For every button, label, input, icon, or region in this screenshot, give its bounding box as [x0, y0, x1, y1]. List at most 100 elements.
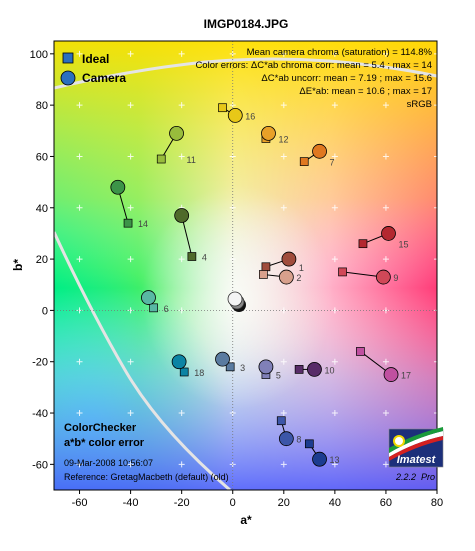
stat-line-1: Mean camera chroma (saturation) = 114.8% — [247, 47, 433, 58]
y-tick-label: -20 — [32, 357, 48, 369]
imatest-logo: Imatest 2.2.2 Pro — [388, 427, 444, 482]
grid-mark — [76, 410, 83, 417]
patch-1-camera — [281, 251, 297, 267]
patch-3-label: 3 — [240, 363, 245, 373]
x-tick-label: -60 — [72, 497, 88, 509]
grid-mark — [178, 50, 185, 57]
grid-mark — [331, 50, 338, 57]
patch-5-label: 5 — [276, 371, 281, 381]
patch-1-label: 1 — [299, 263, 304, 273]
patch-2-camera — [278, 269, 294, 285]
grid-mark — [280, 358, 287, 365]
x-tick-label: 20 — [278, 497, 290, 509]
grid-mark — [434, 102, 437, 109]
logo-text: Imatest — [397, 454, 437, 466]
grid-mark — [434, 153, 437, 160]
grid-mark — [76, 102, 83, 109]
legend-camera-label: Camera — [82, 71, 126, 85]
grid-mark — [331, 204, 338, 211]
chart-title: IMGP0184.JPG — [204, 17, 289, 31]
patch-14-camera — [110, 179, 126, 195]
patch-18-camera — [171, 354, 187, 370]
grid-mark — [178, 410, 185, 417]
patch-9-label: 9 — [393, 273, 398, 283]
x-axis-label: a* — [240, 513, 252, 527]
center-lines — [54, 41, 437, 490]
y-tick-label: 80 — [36, 100, 48, 112]
grid-mark — [331, 461, 338, 468]
info-reference: Reference: GretagMacbeth (default) (old) — [64, 472, 229, 482]
grid-mark — [127, 102, 134, 109]
grid-mark — [127, 153, 134, 160]
patch-13-label: 13 — [330, 455, 340, 465]
info-date: 09-Mar-2008 10:56:07 — [64, 458, 153, 468]
grid-mark — [434, 256, 437, 263]
y-tick-label: 40 — [36, 203, 48, 215]
grid-mark — [280, 153, 287, 160]
patch-10-label: 10 — [324, 365, 334, 375]
grid-mark — [382, 358, 389, 365]
patch-3-ideal — [225, 362, 235, 372]
x-tick-label: 0 — [230, 497, 236, 509]
y-tick-label: 60 — [36, 151, 48, 163]
y-tick-label: 0 — [42, 305, 48, 317]
x-tick-label: 60 — [380, 497, 392, 509]
patch-11-ideal — [156, 154, 166, 164]
grid-mark — [382, 102, 389, 109]
grid-mark — [178, 153, 185, 160]
x-tick-label: -40 — [123, 497, 139, 509]
info-line-1: ColorChecker — [64, 422, 137, 434]
grid-mark — [331, 102, 338, 109]
x-tick-label: -20 — [174, 497, 190, 509]
patch-17-camera — [383, 367, 399, 382]
grid-mark — [76, 358, 83, 365]
grid-mark — [127, 358, 134, 365]
patch-9-camera — [375, 269, 391, 285]
grid-mark — [331, 256, 338, 263]
patch-15-ideal — [358, 239, 368, 249]
patch-7-label: 7 — [330, 158, 335, 168]
grid-mark — [434, 410, 437, 417]
grid-mark — [280, 410, 287, 417]
patch-12-label: 12 — [278, 134, 288, 144]
logo-version: 2.2.2 — [395, 472, 416, 482]
grid-mark — [76, 256, 83, 263]
patch-6-camera — [141, 290, 156, 305]
legend: Ideal Camera — [60, 52, 126, 86]
patch-10-camera — [307, 362, 322, 377]
patch-17-label: 17 — [401, 371, 411, 381]
grid-mark — [127, 50, 134, 57]
patch-12-camera — [261, 125, 276, 141]
patch-15-camera — [381, 226, 396, 241]
grid-mark — [280, 50, 287, 57]
patch-8-camera — [278, 431, 294, 447]
legend-ideal-label: Ideal — [82, 52, 109, 66]
grid-mark — [127, 256, 134, 263]
patch-18-label: 18 — [194, 368, 204, 378]
error-statistics: Mean camera chroma (saturation) = 114.8%… — [195, 47, 432, 110]
stat-line-5: sRGB — [407, 99, 432, 110]
patch-13-camera — [312, 451, 327, 467]
grid-mark — [76, 153, 83, 160]
logo-edition: Pro — [421, 472, 435, 482]
grid-mark — [280, 102, 287, 109]
patch-11-camera — [169, 125, 184, 141]
patch-10-ideal — [294, 365, 304, 374]
grid-mark — [280, 461, 287, 468]
patch-7-camera — [312, 143, 327, 159]
patch-13-ideal — [304, 439, 314, 449]
patch-6-label: 6 — [164, 304, 169, 314]
grid-mark — [434, 358, 437, 365]
grid-mark — [178, 256, 185, 263]
patch-4-label: 4 — [202, 253, 207, 263]
grid-mark — [127, 204, 134, 211]
chart-info-block: ColorChecker a*b* color error 09-Mar-200… — [64, 422, 229, 482]
grid-mark — [331, 410, 338, 417]
patch-16-ideal — [218, 103, 227, 113]
y-axis-label: b* — [11, 259, 25, 271]
grid-mark — [382, 410, 389, 417]
patch-14-label: 14 — [138, 219, 148, 229]
patch-7-ideal — [299, 157, 309, 166]
